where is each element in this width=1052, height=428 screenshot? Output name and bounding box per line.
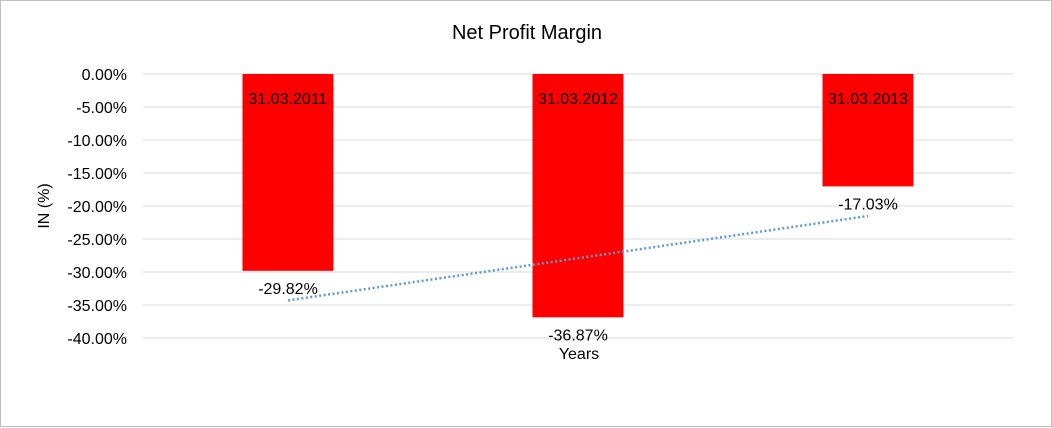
- y-tick-label: -40.00%: [67, 331, 127, 348]
- x-axis-label: Years: [559, 346, 599, 363]
- y-axis-label: IN (%): [36, 183, 53, 228]
- y-tick-label: -30.00%: [67, 265, 127, 282]
- y-tick-label: -20.00%: [67, 199, 127, 216]
- trendline-path: [287, 214, 869, 302]
- category-label: 31.03.2013: [828, 91, 908, 108]
- data-labels: -29.82% -36.87% -17.03%: [258, 196, 898, 344]
- bar: [532, 74, 624, 318]
- bar: [242, 74, 334, 271]
- trendline: [287, 214, 869, 302]
- category-label: 31.03.2011: [249, 91, 328, 108]
- data-label: -36.87%: [548, 327, 608, 344]
- y-tick-label: -10.00%: [67, 133, 127, 150]
- category-labels: 31.03.2011 31.03.2012 31.03.2013: [249, 91, 909, 108]
- y-tick-label: -35.00%: [67, 298, 127, 315]
- data-label: -17.03%: [838, 196, 898, 213]
- bar: [822, 74, 914, 187]
- chart-title: Net Profit Margin: [452, 22, 602, 44]
- y-tick-label: -5.00%: [76, 100, 127, 117]
- y-tick-label: -15.00%: [67, 166, 127, 183]
- data-label: -29.82%: [258, 281, 318, 298]
- category-label: 31.03.2012: [538, 91, 618, 108]
- y-axis-ticks: 0.00% -5.00% -10.00% -15.00% -20.00% -25.00% -…: [67, 67, 127, 348]
- y-tick-label: -25.00%: [67, 232, 127, 249]
- bars: [242, 74, 914, 318]
- y-tick-label: 0.00%: [82, 67, 127, 84]
